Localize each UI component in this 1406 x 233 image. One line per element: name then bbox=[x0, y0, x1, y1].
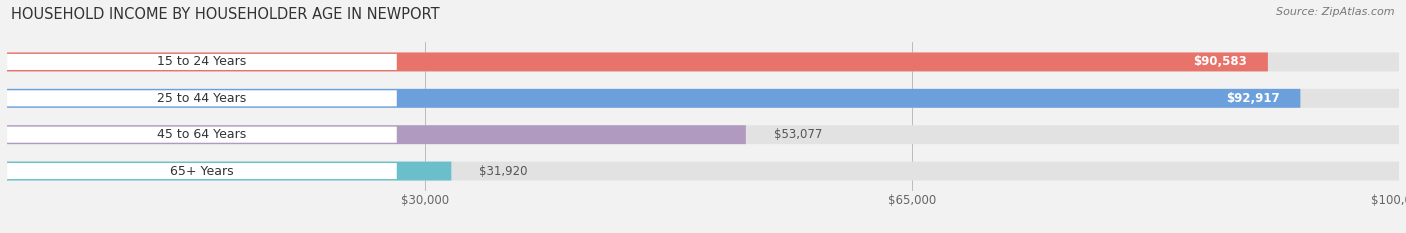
Text: 25 to 44 Years: 25 to 44 Years bbox=[157, 92, 246, 105]
FancyBboxPatch shape bbox=[7, 52, 1399, 71]
Text: HOUSEHOLD INCOME BY HOUSEHOLDER AGE IN NEWPORT: HOUSEHOLD INCOME BY HOUSEHOLDER AGE IN N… bbox=[11, 7, 440, 22]
Text: Source: ZipAtlas.com: Source: ZipAtlas.com bbox=[1277, 7, 1395, 17]
FancyBboxPatch shape bbox=[7, 90, 396, 106]
FancyBboxPatch shape bbox=[7, 52, 1268, 71]
FancyBboxPatch shape bbox=[7, 125, 745, 144]
Text: $90,583: $90,583 bbox=[1194, 55, 1247, 69]
Text: 65+ Years: 65+ Years bbox=[170, 164, 233, 178]
FancyBboxPatch shape bbox=[7, 162, 451, 181]
FancyBboxPatch shape bbox=[7, 125, 1399, 144]
Text: $31,920: $31,920 bbox=[479, 164, 527, 178]
FancyBboxPatch shape bbox=[7, 54, 396, 70]
Text: $92,917: $92,917 bbox=[1226, 92, 1279, 105]
FancyBboxPatch shape bbox=[7, 127, 396, 143]
FancyBboxPatch shape bbox=[7, 89, 1301, 108]
FancyBboxPatch shape bbox=[7, 89, 1399, 108]
FancyBboxPatch shape bbox=[7, 163, 396, 179]
Text: 45 to 64 Years: 45 to 64 Years bbox=[157, 128, 246, 141]
Text: $53,077: $53,077 bbox=[773, 128, 823, 141]
FancyBboxPatch shape bbox=[7, 162, 1399, 181]
Text: 15 to 24 Years: 15 to 24 Years bbox=[157, 55, 246, 69]
